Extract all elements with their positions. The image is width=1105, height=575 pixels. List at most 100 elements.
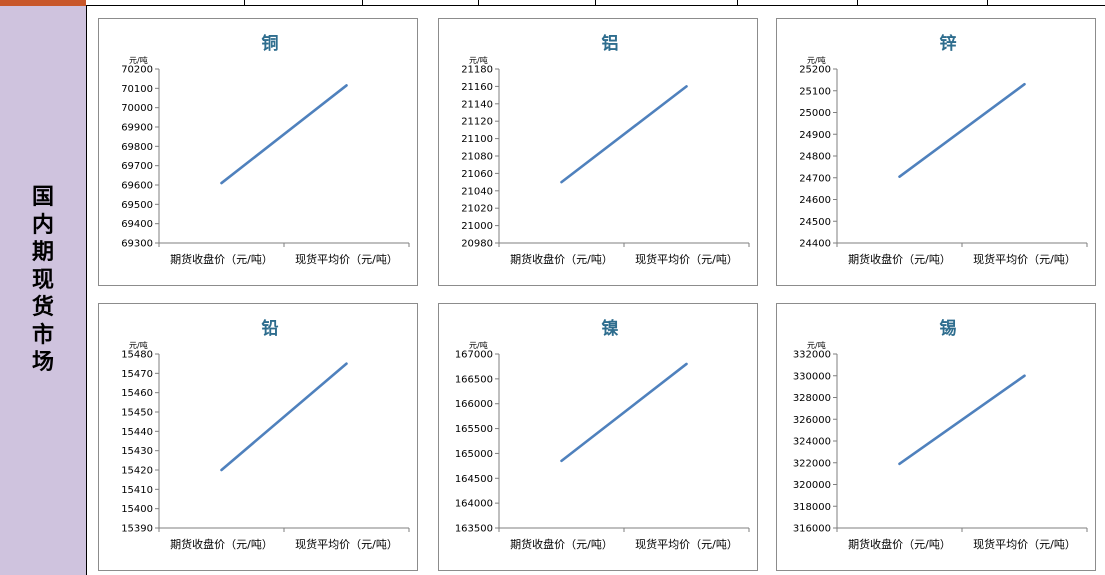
y-tick-label: 21020: [461, 204, 493, 215]
x-tick-label: 期货收盘价（元/吨）: [510, 537, 613, 551]
chart-svg: 锡元/吨 316000 318000 320000 322000 324000 326000…: [793, 318, 1088, 551]
y-axis-unit-label: 元/吨: [469, 340, 488, 350]
x-tick-label: 现货平均价（元/吨）: [295, 537, 398, 551]
y-axis-unit-label: 元/吨: [469, 55, 488, 65]
side-title-char: 市: [31, 322, 54, 348]
y-tick-label: 24500: [799, 217, 831, 228]
header-cell-divider: [478, 0, 479, 6]
y-tick-label: 15400: [121, 504, 153, 515]
y-tick-label: 322000: [793, 458, 831, 469]
x-tick-label: 期货收盘价（元/吨）: [170, 537, 273, 551]
chart-panel-tin: 锡元/吨 316000 318000 320000 322000 324000 326000…: [776, 303, 1096, 571]
y-axis-unit-label: 元/吨: [129, 340, 148, 350]
side-title-char: 国: [31, 185, 54, 210]
y-tick-label: 15420: [121, 466, 153, 477]
y-tick-label: 69900: [121, 123, 153, 134]
chart-panel-zinc: 锌元/吨 24400 24500 24600 24700 24800 24900 25000 2…: [776, 18, 1096, 286]
chart-svg: 铝元/吨 20980 21000 21020 21040 21060 21080 21100 2…: [461, 33, 750, 266]
side-category-title: 国内期现货市场: [0, 184, 86, 377]
y-tick-label: 165500: [455, 424, 493, 435]
y-tick-label: 332000: [793, 350, 831, 361]
y-tick-label: 328000: [793, 393, 831, 404]
series-line: [898, 82, 1026, 178]
x-tick-label: 期货收盘价（元/吨）: [170, 252, 273, 266]
y-tick-label: 21100: [461, 134, 493, 145]
chart-panel-lead: 铅元/吨 15390 15400 15410 15420 15430 15440 15450 1…: [98, 303, 418, 571]
side-title-char: 场: [31, 350, 54, 375]
chart-title: 铜: [262, 33, 279, 54]
y-tick-label: 69800: [121, 142, 153, 153]
y-tick-label: 163500: [455, 524, 493, 535]
y-tick-label: 330000: [793, 371, 831, 382]
x-tick-label: 现货平均价（元/吨）: [295, 252, 398, 266]
y-tick-label: 15480: [121, 350, 153, 361]
y-axis-unit-label: 元/吨: [129, 55, 148, 65]
header-cell-divider: [595, 0, 596, 6]
chart-title: 铅: [262, 318, 279, 339]
header-cell-divider: [362, 0, 363, 6]
y-tick-label: 25100: [799, 86, 831, 97]
y-tick-label: 25200: [799, 65, 831, 76]
y-tick-label: 24400: [799, 239, 831, 250]
side-category-band: 国内期现货市场: [0, 6, 87, 575]
y-axis-unit-label: 元/吨: [807, 340, 826, 350]
y-tick-label: 166500: [455, 374, 493, 385]
chart-title: 镍: [602, 318, 619, 339]
top-header-strip: [0, 0, 1105, 6]
y-tick-label: 70200: [121, 65, 153, 76]
y-tick-label: 164000: [455, 499, 493, 510]
y-tick-label: 24800: [799, 152, 831, 163]
y-tick-label: 318000: [793, 502, 831, 513]
header-cell-divider: [857, 0, 858, 6]
y-tick-label: 21180: [461, 65, 493, 76]
series-line: [898, 374, 1026, 466]
series-line: [220, 362, 348, 472]
chart-svg: 锌元/吨 24400 24500 24600 24700 24800 24900 25000 2…: [799, 33, 1088, 266]
y-tick-label: 15440: [121, 427, 153, 438]
y-tick-label: 20980: [461, 239, 493, 250]
x-tick-label: 现货平均价（元/吨）: [973, 537, 1076, 551]
chart-title: 锡: [940, 318, 957, 339]
y-tick-label: 24700: [799, 173, 831, 184]
chart-panel-nickel: 镍元/吨 163500 164000 164500 165000 165500 166000…: [438, 303, 758, 571]
x-tick-label: 现货平均价（元/吨）: [635, 537, 738, 551]
side-title-char: 货: [31, 295, 54, 320]
chart-svg: 镍元/吨 163500 164000 164500 165000 165500 166000…: [455, 318, 750, 551]
header-cell-divider: [737, 0, 738, 6]
header-corner-cell: [0, 0, 86, 6]
y-axis-unit-label: 元/吨: [807, 55, 826, 65]
side-title-char: 期: [31, 240, 54, 265]
y-tick-label: 15450: [121, 408, 153, 419]
chart-title: 铝: [602, 33, 619, 54]
y-tick-label: 25000: [799, 108, 831, 119]
series-line: [560, 85, 688, 184]
y-tick-label: 15460: [121, 388, 153, 399]
y-tick-label: 166000: [455, 399, 493, 410]
header-cell-divider: [244, 0, 245, 6]
series-line: [560, 362, 688, 463]
y-tick-label: 69400: [121, 219, 153, 230]
y-tick-label: 164500: [455, 474, 493, 485]
side-band-rule: [86, 6, 87, 575]
y-tick-label: 69600: [121, 181, 153, 192]
y-tick-label: 21000: [461, 221, 493, 232]
y-tick-label: 21120: [461, 117, 493, 128]
chart-panel-aluminum: 铝元/吨 20980 21000 21020 21040 21060 21080 21100 2…: [438, 18, 758, 286]
y-tick-label: 70100: [121, 84, 153, 95]
y-tick-label: 165000: [455, 449, 493, 460]
y-tick-label: 324000: [793, 437, 831, 448]
x-tick-label: 现货平均价（元/吨）: [973, 252, 1076, 266]
y-tick-label: 69500: [121, 200, 153, 211]
y-tick-label: 326000: [793, 415, 831, 426]
chart-svg: 铜元/吨 69300 69400 69500 69600 69700 69800 69900 7…: [121, 33, 410, 266]
chart-title: 锌: [940, 33, 957, 54]
y-tick-label: 316000: [793, 524, 831, 535]
y-tick-label: 21040: [461, 186, 493, 197]
x-tick-label: 期货收盘价（元/吨）: [848, 252, 951, 266]
y-tick-label: 320000: [793, 480, 831, 491]
side-title-char: 内: [31, 212, 54, 238]
y-tick-label: 69300: [121, 239, 153, 250]
series-line: [220, 84, 348, 185]
chart-panel-copper: 铜元/吨 69300 69400 69500 69600 69700 69800 69900 7…: [98, 18, 418, 286]
chart-svg: 铅元/吨 15390 15400 15410 15420 15430 15440 15450 1…: [121, 318, 410, 551]
